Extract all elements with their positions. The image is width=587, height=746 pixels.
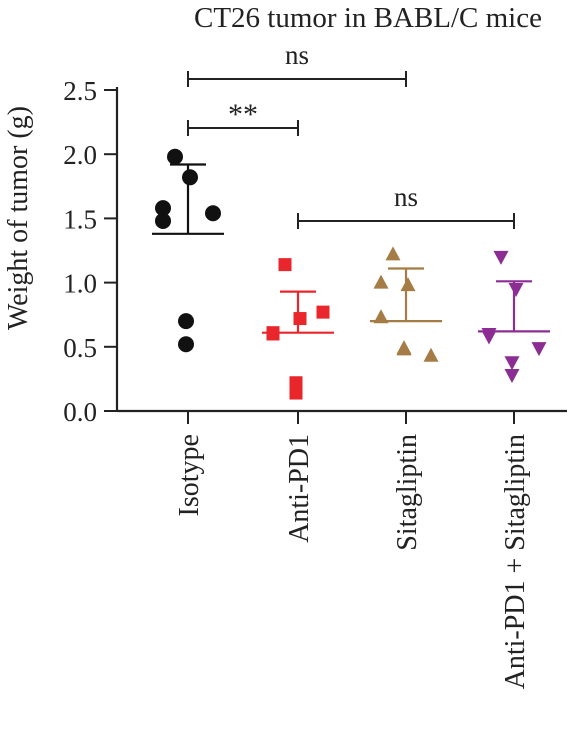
data-point [278, 258, 292, 272]
data-point [385, 246, 401, 261]
x-tick-label: Anti-PD1 [284, 434, 315, 543]
x-tick-label: Isotype [174, 434, 205, 516]
group-0 [152, 148, 224, 353]
data-point [481, 327, 497, 342]
group-3 [478, 250, 550, 384]
y-tick-label: 1.0 [63, 269, 97, 299]
significance-label: ns [285, 40, 309, 70]
data-point [155, 212, 171, 229]
y-tick-label: 0.5 [63, 333, 97, 363]
significance-label: ns [394, 182, 418, 212]
data-point [504, 356, 520, 371]
y-tick-label: 2.5 [63, 76, 97, 106]
data-point [205, 205, 221, 222]
x-tick-label: Sitagliptin [392, 434, 423, 551]
data-point [316, 305, 330, 319]
x-tick-label: Anti-PD1 + Sitagliptin [500, 434, 531, 689]
data-point [167, 148, 183, 165]
group-1 [262, 258, 334, 400]
data-point [289, 386, 303, 400]
y-axis-label: Weight of tumor (g) [3, 106, 34, 330]
data-point [504, 369, 520, 384]
data-point [155, 200, 171, 217]
group-2 [370, 246, 442, 362]
data-point [293, 312, 307, 326]
data-point [423, 347, 439, 362]
chart-title: CT26 tumor in BABL/C mice [194, 2, 542, 34]
data-point [508, 283, 524, 298]
data-point [531, 342, 547, 357]
data-point [493, 250, 509, 265]
significance-label: ** [228, 98, 258, 131]
data-point [289, 376, 303, 390]
data-point [396, 341, 412, 356]
data-point [400, 277, 416, 292]
data-point [266, 326, 280, 340]
y-tick-label: 0.0 [63, 397, 97, 427]
data-point [182, 169, 198, 186]
y-tick-label: 2.0 [63, 140, 97, 170]
data-point [178, 336, 194, 353]
data-point [373, 309, 389, 324]
data-point [178, 313, 194, 330]
y-tick-label: 1.5 [63, 204, 97, 234]
data-point [373, 274, 389, 289]
